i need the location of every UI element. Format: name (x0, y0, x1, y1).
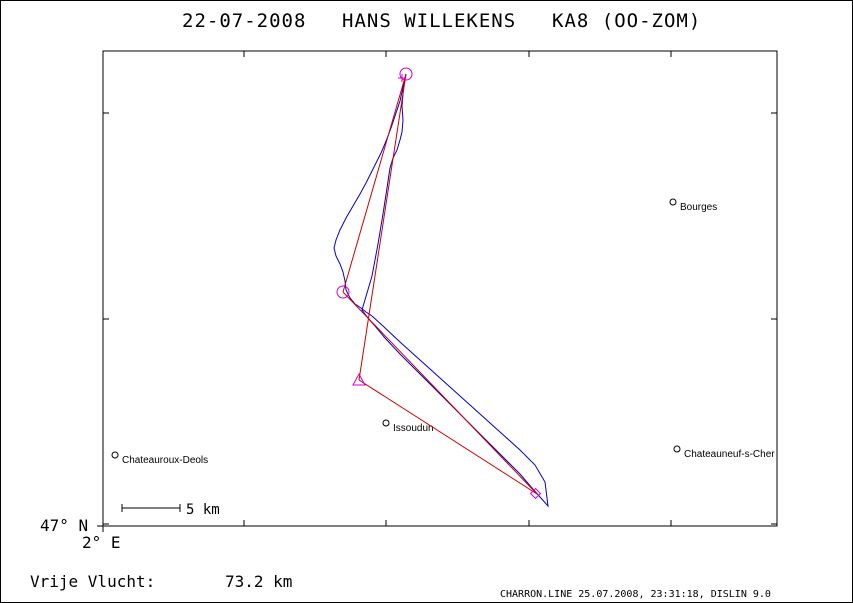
place-chateauneuf-s-cher: Chateauneuf-s-Cher (673, 445, 775, 460)
place-marker-icon (669, 198, 677, 206)
place-label: Bourges (680, 202, 717, 213)
axis-ticks (97, 51, 777, 532)
turnpoint-circle-icon (336, 285, 350, 299)
start-circle-icon (399, 67, 413, 81)
place-label: Issoudun (393, 423, 434, 434)
place-label: Chateauroux-Deols (122, 455, 208, 466)
turnpoint-markers (336, 67, 542, 500)
title-pilot: HANS WILLEKENS (342, 10, 516, 32)
lat-axis-label: 47° N (40, 516, 88, 535)
place-marker-icon (673, 445, 681, 453)
finish-triangle-icon (352, 372, 366, 386)
start-cross-icon (398, 74, 406, 82)
footer-credit: CHARRON.LINE 25.07.2008, 23:31:18, DISLI… (500, 589, 771, 600)
lon-axis-label: 2° E (82, 533, 121, 552)
place-label: Chateauneuf-s-Cher (684, 449, 775, 460)
task-legs (342, 73, 538, 495)
scale-label: 5 km (186, 502, 220, 518)
place-marker-icon (382, 419, 390, 427)
summary-distance: 73.2 km (225, 572, 292, 591)
title-glider: KA8 (OO-ZOM) (552, 10, 701, 32)
place-bourges: Bourges (669, 198, 717, 213)
flight-track (333, 73, 549, 508)
summary-label: Vrije Vlucht: (30, 572, 155, 591)
plot-frame (102, 50, 778, 527)
scale-bar: 5 km (121, 502, 220, 518)
place-issoudun: Issoudun (382, 419, 434, 434)
title-date: 22-07-2008 (182, 10, 306, 32)
place-marker-icon (111, 451, 119, 459)
place-chateauroux-deols: Chateauroux-Deols (111, 451, 208, 466)
turnpoint-diamond-icon (529, 487, 542, 500)
